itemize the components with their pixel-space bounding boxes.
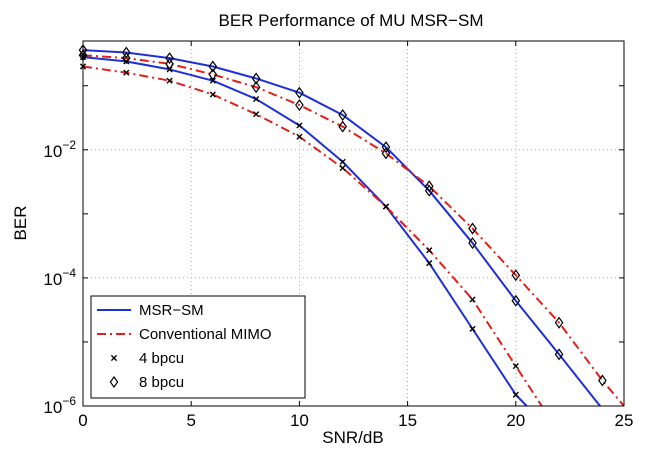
legend-item: MSR−SM — [97, 302, 204, 319]
legend-item: 8 bpcu — [109, 374, 184, 391]
y-axis-label: BER — [11, 206, 30, 241]
legend-label: 8 bpcu — [139, 374, 184, 391]
y-tick-label: 10−2 — [43, 138, 76, 161]
series-line-2 — [83, 56, 528, 406]
legend-label: 4 bpcu — [139, 350, 184, 367]
data-point-3 — [296, 133, 303, 140]
data-point-2 — [426, 260, 433, 267]
series-line-3 — [83, 65, 543, 406]
data-point-1 — [338, 120, 348, 133]
data-point-0 — [251, 72, 261, 85]
data-point-0 — [381, 141, 391, 154]
data-point-3 — [209, 91, 216, 98]
data-point-0 — [295, 86, 304, 99]
data-point-3 — [339, 164, 346, 172]
legend-item: 4 bpcu — [110, 350, 184, 367]
data-point-3 — [382, 203, 390, 210]
data-point-2 — [512, 391, 519, 398]
legend-box — [90, 295, 306, 399]
data-point-0 — [424, 184, 434, 197]
chart-title: BER Performance of MU MSR−SM — [219, 11, 484, 30]
data-point-1 — [468, 222, 477, 235]
data-point-1 — [424, 180, 434, 193]
data-point-0 — [468, 237, 477, 250]
data-point-1 — [511, 269, 521, 282]
x-axis-label: SNR/dB — [322, 428, 383, 447]
data-point-3 — [166, 77, 173, 84]
legend-item: Conventional MIMO — [97, 326, 272, 343]
x-tick-label: 20 — [506, 411, 525, 430]
data-point-2 — [339, 158, 346, 165]
legend-marker-swatch — [110, 354, 118, 362]
data-point-2 — [209, 77, 216, 84]
series-line-1 — [83, 54, 624, 406]
data-point-1 — [295, 99, 304, 112]
data-point-2 — [253, 95, 260, 103]
x-tick-label: 10 — [290, 411, 309, 430]
data-point-1 — [381, 147, 391, 160]
x-tick-label: 15 — [398, 411, 417, 430]
legend: MSR−SM Conventional MIMO 4 bpcu 8 bpcu — [90, 295, 306, 399]
data-point-0 — [338, 108, 348, 121]
data-point-3 — [123, 69, 130, 76]
axis-ticks: 0 5 10 15 20 25 10−6 10−4 10−2 — [43, 41, 633, 430]
y-tick-label: 10−6 — [43, 394, 76, 417]
data-point-0 — [511, 294, 521, 307]
legend-label: Conventional MIMO — [139, 326, 272, 343]
data-point-0 — [165, 52, 174, 65]
data-point-1 — [121, 52, 131, 65]
legend-marker-swatch — [109, 375, 119, 389]
data-point-3 — [253, 111, 260, 118]
data-point-1 — [251, 81, 261, 94]
data-point-2 — [123, 58, 130, 65]
data-point-0 — [554, 348, 564, 361]
plot-frame — [82, 40, 625, 407]
y-tick-label: 10−4 — [43, 266, 76, 289]
x-tick-label: 0 — [78, 411, 87, 430]
data-point-1 — [554, 316, 564, 329]
legend-label: MSR−SM — [139, 302, 204, 319]
data-point-3 — [469, 296, 476, 303]
x-tick-label: 5 — [186, 411, 195, 430]
data-point-0 — [208, 60, 218, 73]
data-point-3 — [426, 247, 433, 254]
data-point-3 — [512, 362, 519, 370]
data-point-2 — [469, 325, 476, 332]
data-point-2 — [166, 66, 173, 73]
data-point-1 — [208, 68, 218, 81]
data-point-0 — [121, 46, 131, 59]
series-layer — [78, 44, 624, 406]
data-point-1 — [598, 374, 607, 387]
x-tick-label: 25 — [615, 411, 634, 430]
data-point-2 — [296, 122, 303, 129]
